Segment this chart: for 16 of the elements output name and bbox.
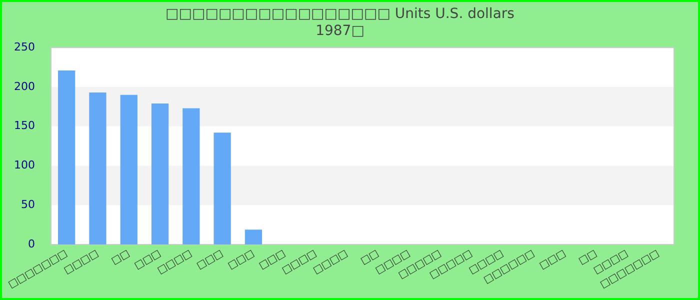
y-tick-label: 100	[14, 158, 35, 172]
bar	[244, 230, 262, 245]
bar	[151, 104, 169, 245]
y-tick-label: 0	[28, 237, 35, 250]
y-tick-label: 50	[20, 198, 35, 212]
y-tick-label: 150	[14, 119, 35, 132]
x-tick-label: □□	[110, 248, 132, 268]
bar	[182, 108, 200, 245]
text: □□□□□□□□□□□□□□□□□ Units U.S. dollars	[166, 6, 514, 22]
bar	[214, 132, 231, 245]
y-tick-label: 200	[14, 80, 35, 93]
bar	[89, 92, 106, 245]
bar	[120, 94, 138, 245]
text: 1987□	[316, 22, 364, 39]
bar	[58, 70, 76, 245]
y-tick-label: 250	[14, 40, 35, 54]
